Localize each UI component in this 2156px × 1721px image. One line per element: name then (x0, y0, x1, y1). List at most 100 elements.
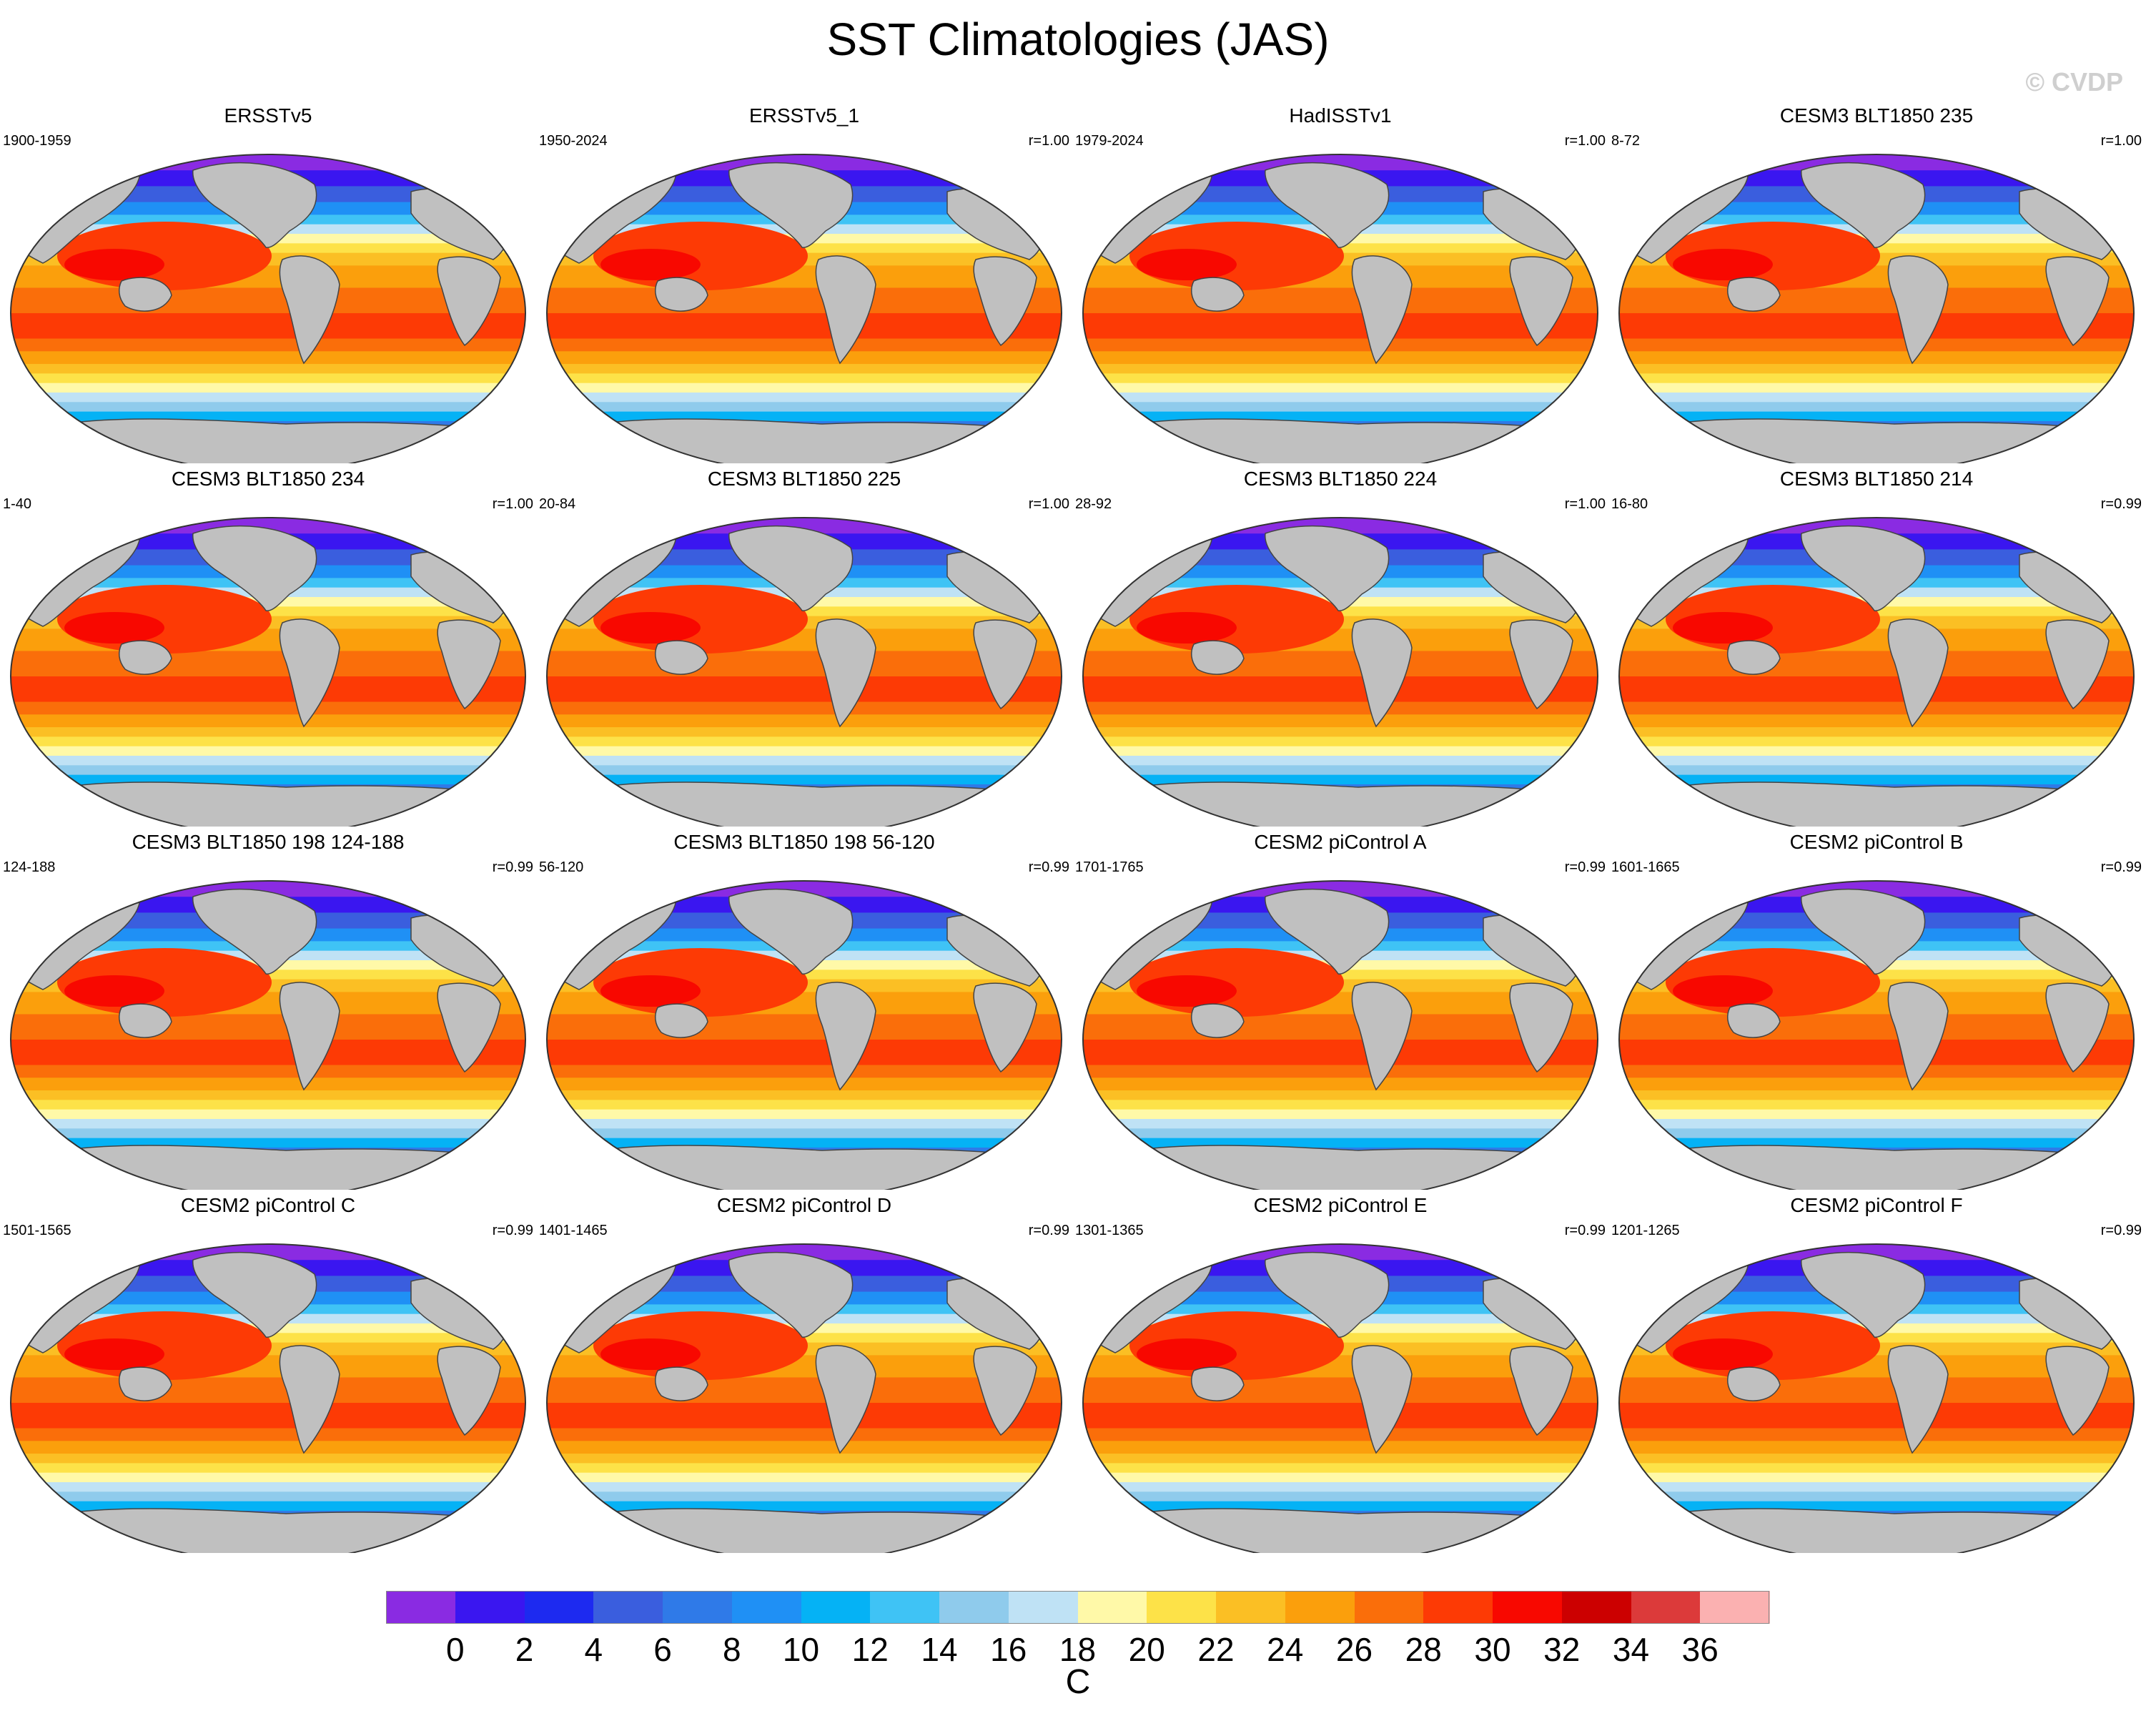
panel-title: CESM2 piControl F (1790, 1194, 1963, 1216)
sst-map (1082, 880, 1598, 1190)
colorbar-tick-label: 4 (584, 1631, 603, 1668)
map-panel: CESM2 piControl A 1701-1765 r=0.99 (1072, 831, 1608, 1190)
panel-title: CESM3 BLT1850 214 (1779, 468, 1974, 490)
colorbar-tick-label: 10 (782, 1631, 820, 1668)
colorbar-box (1423, 1591, 1493, 1624)
colorbar-tick-label: 8 (722, 1631, 741, 1668)
colorbar-tick-label: 12 (851, 1631, 889, 1668)
panel-correlation: r=0.99 (492, 859, 533, 875)
panel-period: 1900-1959 (3, 133, 71, 149)
colorbar-box (1216, 1591, 1286, 1624)
panel-period: 1950-2024 (539, 133, 608, 149)
panel-correlation: r=0.99 (1564, 859, 1606, 875)
panel-period: 56-120 (539, 859, 584, 875)
sst-map (546, 154, 1062, 463)
panel-title: CESM3 BLT1850 225 (707, 468, 901, 490)
colorbar-tick-label: 14 (921, 1631, 958, 1668)
panel-correlation: r=0.99 (492, 1223, 533, 1238)
panel-period: 20-84 (539, 496, 576, 512)
map-panel: CESM3 BLT1850 198 56-120 56-120 r=0.99 (536, 831, 1072, 1190)
panel-correlation: r=1.00 (2100, 133, 2142, 149)
colorbar-box (1008, 1591, 1078, 1624)
colorbar-tick-label: 20 (1128, 1631, 1165, 1668)
map-panel: CESM3 BLT1850 234 1-40 r=1.00 (0, 468, 536, 827)
colorbar-box (386, 1591, 456, 1624)
colorbar-box (593, 1591, 663, 1624)
colorbar-box (1561, 1591, 1631, 1624)
colorbar-tick-label: 30 (1474, 1631, 1511, 1668)
sst-map (10, 1243, 526, 1553)
map-panel: CESM3 BLT1850 224 28-92 r=1.00 (1072, 468, 1608, 827)
panel-correlation: r=1.00 (1564, 133, 1606, 149)
colorbar-box (1285, 1591, 1355, 1624)
panel-title: CESM2 piControl E (1253, 1194, 1428, 1216)
colorbar-tick-label: 16 (990, 1631, 1027, 1668)
map-panel: CESM2 piControl B 1601-1665 r=0.99 (1608, 831, 2145, 1190)
map-panel: CESM2 piControl D 1401-1465 r=0.99 (536, 1194, 1072, 1553)
panel-period: 1-40 (3, 496, 32, 512)
panel-period: 1401-1465 (539, 1223, 608, 1238)
colorbar (386, 1591, 1770, 1624)
panel-correlation: r=0.99 (1028, 1223, 1069, 1238)
sst-map (1618, 880, 2135, 1190)
colorbar-tick-label: 0 (445, 1631, 465, 1668)
sst-map (1082, 517, 1598, 827)
colorbar-tick-label: 28 (1405, 1631, 1442, 1668)
map-panel: CESM2 piControl E 1301-1365 r=0.99 (1072, 1194, 1608, 1553)
sst-map (1618, 517, 2135, 827)
sst-map (546, 1243, 1062, 1553)
panel-correlation: r=0.99 (1028, 859, 1069, 875)
panel-title: CESM3 BLT1850 198 56-120 (673, 831, 935, 853)
colorbar-box (1493, 1591, 1563, 1624)
panel-title: CESM2 piControl D (716, 1194, 892, 1216)
panel-period: 28-92 (1075, 496, 1112, 512)
panel-title: CESM3 BLT1850 198 124-188 (132, 831, 405, 853)
panel-period: 1701-1765 (1075, 859, 1144, 875)
main-title: SST Climatologies (JAS) (826, 14, 1330, 65)
panel-title: ERSSTv5_1 (748, 104, 860, 127)
panel-correlation: r=0.99 (1564, 1223, 1606, 1238)
colorbar-box (1631, 1591, 1701, 1624)
colorbar-tick-label: 26 (1335, 1631, 1373, 1668)
panel-correlation: r=1.00 (1564, 496, 1606, 512)
colorbar-box (1700, 1591, 1770, 1624)
colorbar-tick-label: 22 (1197, 1631, 1235, 1668)
panel-correlation: r=0.99 (2100, 1223, 2142, 1238)
panel-period: 8-72 (1611, 133, 1641, 149)
colorbar-box (524, 1591, 594, 1624)
map-panel: ERSSTv5 1900-1959 (0, 104, 536, 463)
sst-map (1618, 154, 2135, 463)
panel-period: 16-80 (1611, 496, 1648, 512)
panel-title: CESM3 BLT1850 224 (1243, 468, 1438, 490)
sst-map (1082, 1243, 1598, 1553)
panel-period: 1979-2024 (1075, 133, 1144, 149)
panel-correlation: r=1.00 (492, 496, 533, 512)
panel-period: 124-188 (3, 859, 56, 875)
panel-period: 1201-1265 (1611, 1223, 1680, 1238)
map-panel: CESM2 piControl F 1201-1265 r=0.99 (1608, 1194, 2145, 1553)
colorbar-tick-label: 2 (515, 1631, 534, 1668)
sst-map (1618, 1243, 2135, 1553)
watermark: © CVDP (2025, 67, 2123, 97)
colorbar-box (1077, 1591, 1147, 1624)
colorbar-tick-label: 18 (1059, 1631, 1097, 1668)
colorbar-tick-label: 24 (1267, 1631, 1304, 1668)
panel-title: CESM2 piControl C (180, 1194, 356, 1216)
panel-title: CESM2 piControl B (1789, 831, 1964, 853)
colorbar-box (870, 1591, 940, 1624)
sst-map (1082, 154, 1598, 463)
panel-period: 1601-1665 (1611, 859, 1680, 875)
sst-map (10, 880, 526, 1190)
panel-title: CESM3 BLT1850 234 (171, 468, 365, 490)
map-panel: CESM3 BLT1850 225 20-84 r=1.00 (536, 468, 1072, 827)
panel-correlation: r=1.00 (1028, 133, 1069, 149)
panel-title: ERSSTv5 (224, 104, 312, 127)
map-panel: CESM2 piControl C 1501-1565 r=0.99 (0, 1194, 536, 1553)
map-panel: ERSSTv5_1 1950-2024 r=1.00 (536, 104, 1072, 463)
panel-period: 1301-1365 (1075, 1223, 1144, 1238)
panel-title: HadISSTv1 (1289, 104, 1392, 127)
colorbar-tick-label: 36 (1681, 1631, 1719, 1668)
colorbar-box (455, 1591, 525, 1624)
sst-map (10, 154, 526, 463)
panel-title: CESM3 BLT1850 235 (1779, 104, 1974, 127)
